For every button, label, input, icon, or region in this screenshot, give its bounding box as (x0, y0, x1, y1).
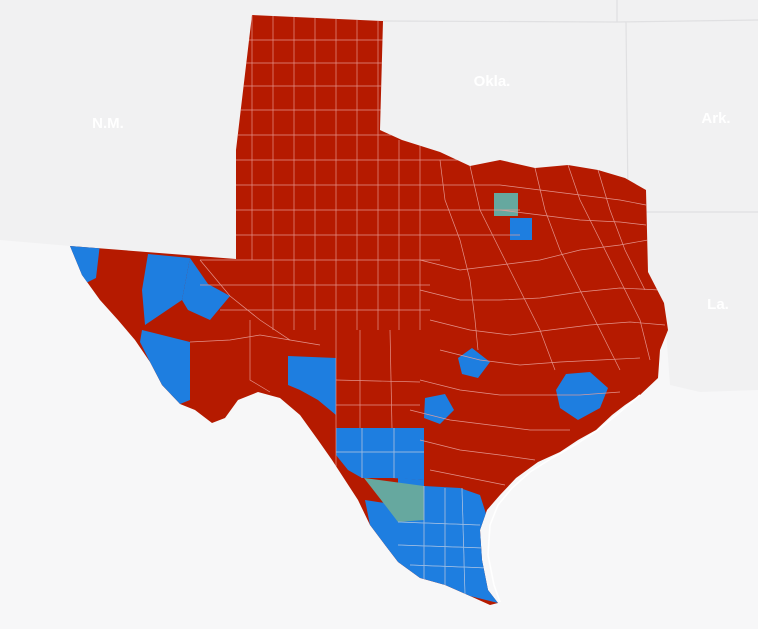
surrounding-land (0, 0, 758, 392)
county-bexar (424, 394, 454, 424)
county-webb-region (336, 428, 424, 480)
label-oklahoma: Okla. (474, 73, 511, 90)
label-new-mexico: N.M. (92, 115, 124, 132)
county-tie-north (494, 193, 518, 216)
county-travis (458, 348, 490, 378)
label-arkansas: Ark. (701, 110, 730, 127)
coastline-islands (487, 394, 641, 603)
county-dallas (510, 218, 532, 240)
county-el-paso (70, 240, 100, 285)
label-louisiana: La. (707, 296, 729, 313)
county-tie-south (364, 478, 424, 522)
county-harris (556, 372, 608, 420)
county-reeves (182, 258, 230, 320)
blue-county-lines (336, 428, 489, 597)
county-culberson (142, 254, 190, 325)
county-presidio (140, 330, 190, 404)
county-val-verde (288, 356, 336, 415)
